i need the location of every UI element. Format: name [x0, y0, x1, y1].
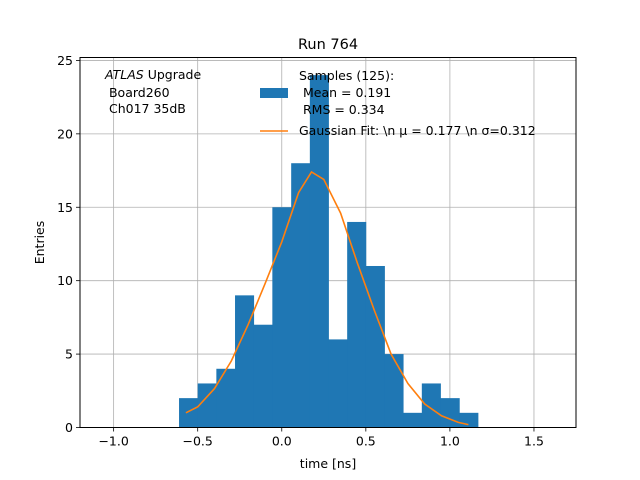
y-tick-label: 5	[65, 347, 73, 362]
y-tick-label: 0	[65, 420, 73, 435]
histogram-bar	[365, 265, 385, 428]
annotation-atlas: ATLAS	[104, 67, 144, 82]
histogram-bar	[347, 221, 367, 428]
histogram-bar	[403, 412, 423, 428]
histogram-bar	[179, 398, 199, 428]
histogram-bar	[309, 75, 329, 428]
x-tick-label: −0.5	[183, 434, 213, 449]
histogram-bar	[328, 339, 348, 428]
x-tick-label: 0.5	[356, 434, 376, 449]
y-tick-label: 10	[57, 273, 73, 288]
histogram-bar	[459, 412, 479, 428]
x-tick-label: 1.5	[524, 434, 544, 449]
histogram-bars	[179, 75, 479, 428]
legend-histogram-line-2: Mean = 0.191	[299, 85, 391, 100]
histogram-bar	[440, 398, 460, 428]
annotation-board: Board260	[105, 85, 170, 100]
histogram-bar	[272, 207, 292, 428]
histogram-bar	[421, 383, 441, 428]
legend-histogram-line-3: RMS = 0.334	[299, 102, 385, 117]
histogram-bar	[291, 163, 311, 428]
x-axis-label: time [ns]	[300, 456, 356, 471]
svg-text:ATLAS Upgrade: ATLAS Upgrade	[104, 67, 201, 82]
y-axis-label: Entries	[32, 221, 47, 265]
x-tick-label: 0.0	[272, 434, 292, 449]
y-tick-label: 25	[57, 53, 73, 68]
legend: Samples (125): Mean = 0.191 RMS = 0.334 …	[260, 68, 536, 138]
annotation-upgrade: Upgrade	[144, 67, 202, 82]
plot-frame	[79, 57, 577, 428]
annotation-channel: Ch017 35dB	[105, 101, 186, 116]
x-axis-ticks: −1.0 −0.5 0.0 0.5 1.0 1.5	[98, 427, 544, 449]
y-tick-label: 15	[57, 200, 73, 215]
legend-histogram-swatch	[260, 88, 288, 98]
histogram-bar	[235, 295, 255, 428]
chart-title: Run 764	[298, 37, 358, 53]
histogram-bar	[197, 383, 217, 428]
legend-fit-label: Gaussian Fit: \n μ = 0.177 \n σ=0.312	[299, 123, 536, 138]
atlas-annotation: ATLAS Upgrade Board260 Ch017 35dB	[104, 67, 201, 116]
histogram-bar	[216, 368, 236, 428]
y-tick-label: 20	[57, 126, 73, 141]
histogram-bar	[384, 354, 404, 428]
y-axis-ticks: 0 5 10 15 20 25	[57, 53, 80, 435]
x-tick-label: 1.0	[440, 434, 460, 449]
histogram-bar	[253, 324, 273, 428]
x-tick-label: −1.0	[98, 434, 128, 449]
gaussian-fit-line	[185, 170, 469, 426]
legend-histogram-line-1: Samples (125):	[299, 68, 394, 83]
